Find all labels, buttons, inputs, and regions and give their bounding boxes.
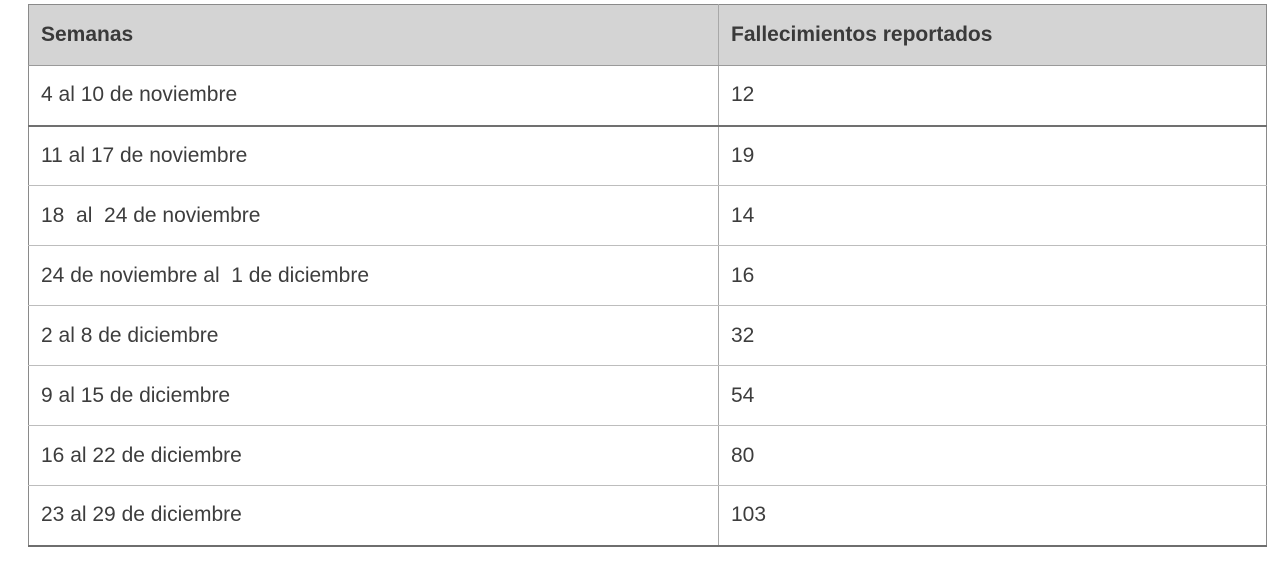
week-cell: 23 al 29 de diciembre <box>28 485 719 546</box>
deaths-cell: 16 <box>718 245 1267 306</box>
header-weeks: Semanas <box>28 4 719 66</box>
deaths-cell: 14 <box>718 185 1267 246</box>
deaths-cell: 54 <box>718 365 1267 426</box>
week-cell: 16 al 22 de diciembre <box>28 425 719 486</box>
deaths-table-container: Semanas Fallecimientos reportados 4 al 1… <box>28 4 1267 547</box>
deaths-cell: 103 <box>731 503 767 527</box>
table-row: 24 de noviembre al 1 de diciembre 16 <box>28 245 1267 306</box>
table-row: 4 al 10 de noviembre 12 <box>28 65 1267 127</box>
deaths-cell: 80 <box>718 425 1267 486</box>
table-row: 23 al 29 de diciembre 103 <box>28 485 1267 546</box>
table-row: 11 al 17 de noviembre 19 <box>28 125 1267 186</box>
deaths-cell: 32 <box>718 305 1267 366</box>
table-row: 9 al 15 de diciembre 54 <box>28 365 1267 426</box>
week-cell: 9 al 15 de diciembre <box>28 365 719 426</box>
table-header-row: Semanas Fallecimientos reportados <box>28 4 1267 66</box>
deaths-table: Semanas Fallecimientos reportados 4 al 1… <box>28 4 1267 547</box>
table-row: 16 al 22 de diciembre 80 <box>28 425 1267 486</box>
week-cell: 24 de noviembre al 1 de diciembre <box>28 245 719 306</box>
week-cell: 2 al 8 de diciembre <box>28 305 719 366</box>
week-cell: 11 al 17 de noviembre <box>28 125 719 186</box>
table-row: 2 al 8 de diciembre 32 <box>28 305 1267 366</box>
header-deaths: Fallecimientos reportados <box>718 4 1267 66</box>
week-cell: 18 al 24 de noviembre <box>28 185 719 246</box>
week-cell: 4 al 10 de noviembre <box>28 65 719 127</box>
deaths-cell: 12 <box>718 65 1267 127</box>
table-row: 18 al 24 de noviembre 14 <box>28 185 1267 246</box>
deaths-cell: 19 <box>718 125 1267 186</box>
